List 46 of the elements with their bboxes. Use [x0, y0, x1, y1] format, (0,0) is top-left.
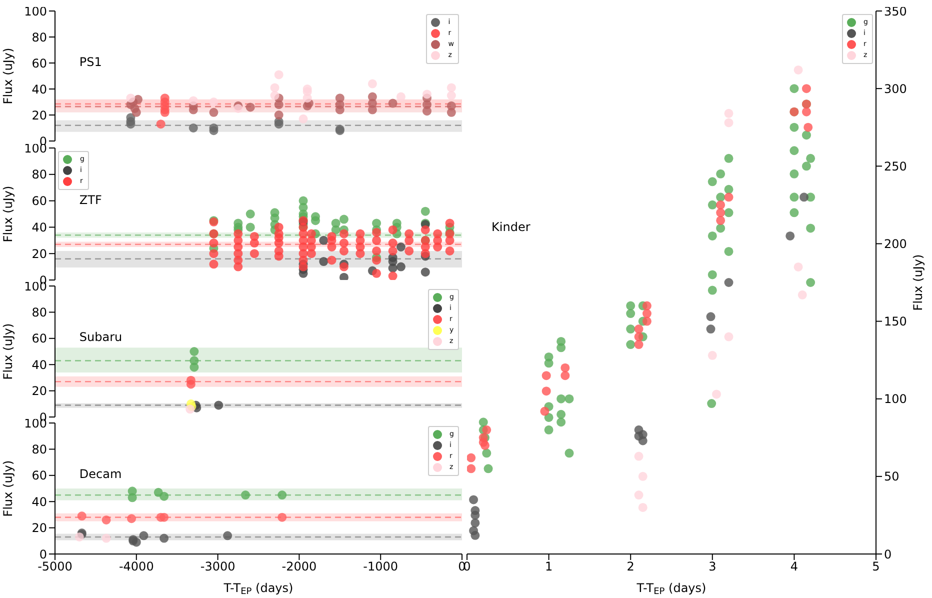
- x-tick-label: 4: [790, 560, 798, 574]
- y2-tick-label: 50: [884, 470, 900, 484]
- y-tick-label: 80: [32, 168, 47, 182]
- y2-tick-label: 200: [884, 236, 907, 251]
- y-tick-label: 40: [32, 82, 47, 96]
- y-axis-title: Flux (uJy): [1, 48, 15, 104]
- y-tick-label: 20: [32, 246, 47, 261]
- x-tick-label: -3000: [200, 560, 236, 574]
- y2-tick-label: 100: [884, 392, 907, 406]
- y-tick-label: 80: [32, 30, 47, 44]
- x-tick-label: -4000: [118, 560, 154, 574]
- y-tick-label: 40: [32, 220, 47, 234]
- y-tick-label: 80: [32, 442, 47, 456]
- x-tick-label: -5000: [38, 560, 72, 574]
- y2-axis-title: Flux (uJy): [911, 254, 925, 311]
- y2-tick-label: 250: [884, 159, 907, 174]
- x-tick-label: -1000: [363, 560, 398, 574]
- y-tick-label: 20: [32, 521, 47, 536]
- annotation: ZTF: [79, 192, 102, 207]
- x-tick-label: 1: [544, 560, 553, 574]
- x-axis-title: T-T$_{EP}$ (days): [222, 581, 294, 598]
- x-tick-label: 5: [872, 560, 880, 574]
- y-tick-label: 20: [32, 384, 47, 398]
- annotation: Kinder: [492, 220, 530, 234]
- y-axis-title: Flux (uJy): [1, 186, 15, 242]
- y-tick-label: 60: [32, 332, 47, 346]
- y2-tick-label: 300: [884, 82, 907, 96]
- y-tick-label: 40: [32, 494, 47, 509]
- y-tick-label: 0: [39, 547, 47, 562]
- x-tick-label: 3: [708, 560, 716, 574]
- annotation: Decam: [79, 467, 122, 482]
- x-axis-title: T-T$_{EP}$ (days): [636, 581, 706, 598]
- y-tick-label: 20: [32, 108, 47, 122]
- x-tick-label: 2: [626, 560, 634, 574]
- y-tick-label: 60: [32, 468, 47, 483]
- y-tick-label: 60: [32, 56, 47, 70]
- y-axis-title: Flux (uJy): [1, 460, 15, 517]
- y2-tick-label: 0: [884, 547, 892, 562]
- x-tick-label: -2000: [282, 560, 317, 574]
- y2-tick-label: 150: [884, 314, 907, 329]
- y-tick-label: 80: [32, 305, 47, 320]
- y-axis-title: Flux (uJy): [1, 323, 15, 380]
- annotation: PS1: [79, 55, 102, 69]
- annotation: Subaru: [79, 330, 122, 344]
- y-tick-label: 40: [32, 358, 47, 372]
- y-tick-label: 60: [32, 194, 47, 208]
